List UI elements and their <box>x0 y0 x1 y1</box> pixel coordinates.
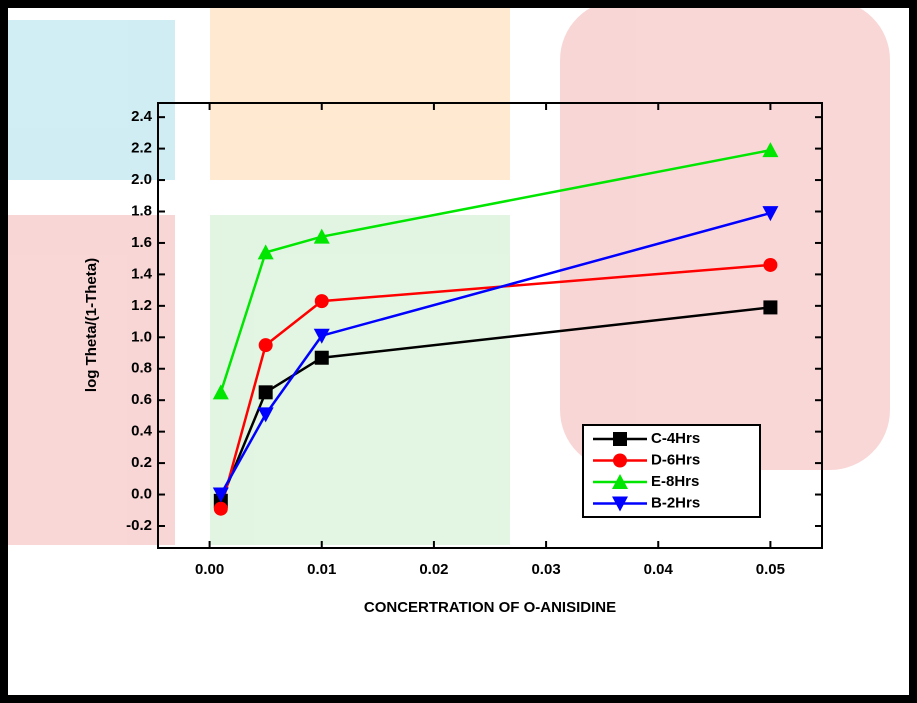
y-tick-label: 2.2 <box>131 140 152 157</box>
y-tick-label: 2.4 <box>131 108 153 125</box>
y-tick-label: 1.8 <box>131 202 152 219</box>
y-tick-label: 1.4 <box>131 265 153 282</box>
y-tick-label: 0.0 <box>131 486 152 503</box>
marker <box>257 407 274 423</box>
legend-marker <box>612 474 628 489</box>
legend-marker <box>612 496 628 512</box>
watermark <box>0 0 890 545</box>
marker <box>257 244 274 260</box>
marker <box>313 228 330 244</box>
x-tick-label: 0.03 <box>531 561 560 578</box>
y-tick-label: 0.4 <box>131 423 153 440</box>
legend-marker <box>613 432 627 446</box>
marker <box>258 338 273 353</box>
y-axis-label: log Theta/(1-Theta) <box>83 258 100 392</box>
legend-marker <box>613 453 627 468</box>
y-tick-label: 2.0 <box>131 171 152 188</box>
y-tick-label: 1.0 <box>131 328 152 345</box>
legend-label: C-4Hrs <box>651 430 700 447</box>
x-tick-label: 0.01 <box>307 561 336 578</box>
series-line <box>219 263 771 510</box>
x-tick-label: 0.02 <box>419 561 448 578</box>
y-tick-label: 1.6 <box>131 234 152 251</box>
legend-label: E-8Hrs <box>651 473 699 490</box>
marker <box>212 487 229 503</box>
legend-label: B-2Hrs <box>651 494 700 511</box>
y-tick-label: 0.6 <box>131 391 152 408</box>
legend-label: D-6Hrs <box>651 451 700 468</box>
y-tick-label: 0.8 <box>131 360 152 377</box>
x-axis-label: CONCERTRATION OF O-ANISIDINE <box>364 599 616 616</box>
series-line <box>219 211 771 496</box>
x-tick-label: 0.05 <box>756 561 785 578</box>
y-tick-label: 1.2 <box>131 297 152 314</box>
marker <box>212 384 229 400</box>
legend-box <box>582 424 761 518</box>
y-tick-label: -0.2 <box>126 517 152 534</box>
plot-frame <box>157 102 823 549</box>
marker <box>313 328 330 344</box>
marker <box>763 257 778 272</box>
marker <box>258 385 273 400</box>
marker <box>314 350 329 365</box>
marker <box>762 206 779 222</box>
x-tick-label: 0.00 <box>195 561 224 578</box>
marker <box>314 294 329 309</box>
marker <box>762 142 779 158</box>
marker <box>213 501 228 516</box>
series-line <box>219 148 771 393</box>
x-tick-label: 0.04 <box>644 561 674 578</box>
y-tick-label: 0.2 <box>131 454 152 471</box>
marker <box>763 300 778 315</box>
